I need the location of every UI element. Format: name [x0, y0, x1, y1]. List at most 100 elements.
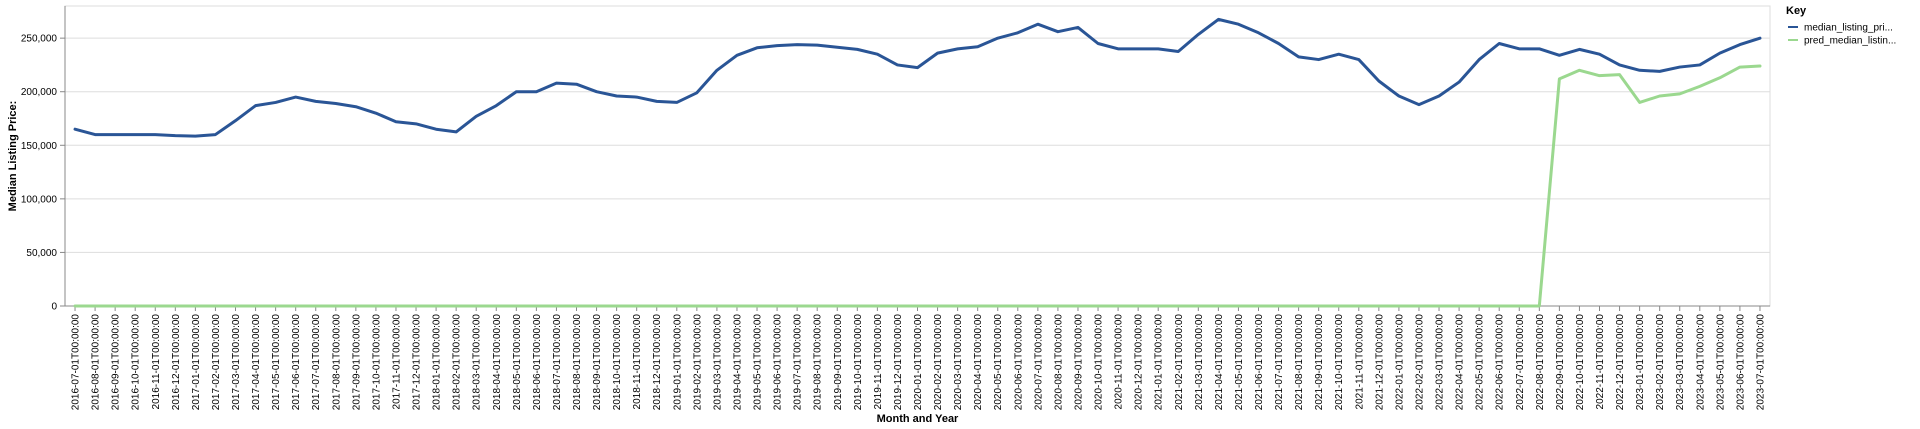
- x-tick-label: 2022-04-01T00:00:00: [1455, 314, 1466, 411]
- x-tick-label: 2021-12-01T00:00:00: [1374, 314, 1385, 411]
- x-tick-label: 2023-05-01T00:00:00: [1715, 314, 1726, 411]
- x-tick-label: 2017-02-01T00:00:00: [211, 314, 222, 411]
- y-tick-label: 100,000: [21, 194, 58, 205]
- x-tick-label: 2016-11-01T00:00:00: [151, 314, 162, 410]
- x-tick-label: 2019-04-01T00:00:00: [732, 314, 743, 411]
- x-tick-label: 2020-05-01T00:00:00: [993, 314, 1004, 411]
- x-tick-label: 2020-01-01T00:00:00: [913, 314, 924, 411]
- x-tick-label: 2022-06-01T00:00:00: [1495, 314, 1506, 411]
- x-tick-label: 2018-05-01T00:00:00: [512, 314, 523, 411]
- x-tick-label: 2020-02-01T00:00:00: [933, 314, 944, 411]
- x-tick-label: 2016-09-01T00:00:00: [111, 314, 122, 411]
- x-tick-label: 2023-02-01T00:00:00: [1655, 314, 1666, 411]
- x-tick-label: 2017-05-01T00:00:00: [271, 314, 282, 411]
- x-tick-label: 2018-06-01T00:00:00: [532, 314, 543, 411]
- x-tick-label: 2017-03-01T00:00:00: [231, 314, 242, 411]
- x-tick-label: 2018-12-01T00:00:00: [652, 314, 663, 411]
- x-tick-label: 2021-05-01T00:00:00: [1234, 314, 1245, 411]
- x-tick-label: 2016-08-01T00:00:00: [91, 314, 102, 411]
- plot-frame: [64, 5, 1771, 307]
- x-tick-label: 2019-03-01T00:00:00: [712, 314, 723, 411]
- x-tick-label: 2019-02-01T00:00:00: [692, 314, 703, 411]
- x-tick-label: 2018-11-01T00:00:00: [632, 314, 643, 410]
- x-tick-label: 2021-07-01T00:00:00: [1274, 314, 1285, 411]
- y-axis: 0 50,000 100,000 150,000 200,000 250,000: [21, 6, 66, 313]
- x-tick-label: 2019-12-01T00:00:00: [893, 314, 904, 411]
- x-tick-label: 2020-12-01T00:00:00: [1134, 314, 1145, 411]
- x-tick-label: 2017-01-01T00:00:00: [191, 314, 202, 411]
- x-tick-label: 2023-07-01T00:00:00: [1755, 314, 1766, 411]
- y-tick-label: 250,000: [21, 34, 58, 45]
- series-line: [73, 17, 1762, 138]
- legend-label: pred_median_listin...: [1804, 36, 1896, 47]
- x-tick-label: 2020-03-01T00:00:00: [953, 314, 964, 411]
- y-tick-label: 150,000: [21, 141, 58, 152]
- x-tick-label: 2020-11-01T00:00:00: [1114, 314, 1125, 410]
- x-tick-label: 2019-10-01T00:00:00: [853, 314, 864, 411]
- x-tick-label: 2017-12-01T00:00:00: [412, 314, 423, 411]
- x-tick-label: 2022-12-01T00:00:00: [1615, 314, 1626, 411]
- x-tick-label: 2022-09-01T00:00:00: [1555, 314, 1566, 411]
- x-tick-label: 2023-01-01T00:00:00: [1635, 314, 1646, 411]
- x-tick-label: 2022-05-01T00:00:00: [1475, 314, 1486, 411]
- x-tick-label: 2018-09-01T00:00:00: [592, 314, 603, 411]
- x-tick-label: 2021-11-01T00:00:00: [1354, 314, 1365, 410]
- x-tick-label: 2021-10-01T00:00:00: [1334, 314, 1345, 411]
- x-tick-label: 2017-10-01T00:00:00: [371, 314, 382, 411]
- x-tick-label: 2022-07-01T00:00:00: [1515, 314, 1526, 411]
- x-tick-label: 2022-03-01T00:00:00: [1435, 314, 1446, 411]
- x-tick-label: 2020-04-01T00:00:00: [973, 314, 984, 411]
- y-tick-label: 50,000: [26, 248, 57, 259]
- y-tick-label: 200,000: [21, 87, 58, 98]
- x-tick-label: 2017-06-01T00:00:00: [291, 314, 302, 411]
- x-tick-label: 2021-02-01T00:00:00: [1174, 314, 1185, 411]
- x-axis-title: Month and Year: [877, 413, 959, 425]
- x-tick-label: 2019-01-01T00:00:00: [672, 314, 683, 411]
- plot-area: [64, 5, 1771, 307]
- legend-title: Key: [1786, 5, 1807, 17]
- x-tick-label: 2019-09-01T00:00:00: [833, 314, 844, 411]
- legend: Key median_listing_pri... pred_median_lis…: [1786, 5, 1896, 47]
- x-tick-label: 2019-11-01T00:00:00: [873, 314, 884, 410]
- y-tick-label: 0: [51, 302, 57, 313]
- x-tick-label: 2019-06-01T00:00:00: [773, 314, 784, 411]
- x-tick-label: 2018-07-01T00:00:00: [552, 314, 563, 411]
- x-tick-label: 2021-03-01T00:00:00: [1194, 314, 1205, 411]
- x-tick-label: 2018-10-01T00:00:00: [612, 314, 623, 411]
- x-tick-label: 2022-01-01T00:00:00: [1394, 314, 1405, 411]
- x-tick-label: 2020-10-01T00:00:00: [1094, 314, 1105, 411]
- x-tick-label: 2018-08-01T00:00:00: [572, 314, 583, 411]
- x-tick-label: 2020-06-01T00:00:00: [1013, 314, 1024, 411]
- x-tick-label: 2017-04-01T00:00:00: [251, 314, 262, 411]
- x-tick-label: 2018-02-01T00:00:00: [452, 314, 463, 411]
- series-lines: [73, 17, 1762, 308]
- x-tick-label: 2023-03-01T00:00:00: [1675, 314, 1686, 411]
- x-tick-label: 2018-01-01T00:00:00: [432, 314, 443, 411]
- x-tick-label: 2018-04-01T00:00:00: [492, 314, 503, 411]
- x-tick-label: 2017-08-01T00:00:00: [331, 314, 342, 411]
- x-tick-label: 2022-08-01T00:00:00: [1535, 314, 1546, 411]
- x-tick-label: 2021-06-01T00:00:00: [1254, 314, 1265, 411]
- x-tick-label: 2019-07-01T00:00:00: [793, 314, 804, 411]
- x-tick-label: 2016-10-01T00:00:00: [131, 314, 142, 411]
- x-tick-label: 2021-08-01T00:00:00: [1294, 314, 1305, 411]
- y-gridlines: [65, 37, 1770, 307]
- x-tick-label: 2021-01-01T00:00:00: [1154, 314, 1165, 411]
- x-tick-label: 2017-07-01T00:00:00: [311, 314, 322, 411]
- x-tick-label: 2020-07-01T00:00:00: [1033, 314, 1044, 411]
- legend-label: median_listing_pri...: [1804, 23, 1893, 34]
- x-tick-label: 2020-08-01T00:00:00: [1053, 314, 1064, 411]
- y-axis-title: Median Listing Price:: [7, 101, 19, 212]
- x-tick-label: 2020-09-01T00:00:00: [1073, 314, 1084, 411]
- x-tick-label: 2022-10-01T00:00:00: [1575, 314, 1586, 411]
- x-tick-label: 2021-09-01T00:00:00: [1314, 314, 1325, 411]
- x-tick-label: 2023-06-01T00:00:00: [1735, 314, 1746, 411]
- x-axis: 2016-07-01T00:00:00 2016-08-01T00:00:00 20…: [65, 305, 1770, 411]
- x-tick-label: 2023-04-01T00:00:00: [1695, 314, 1706, 411]
- x-tick-label: 2017-09-01T00:00:00: [351, 314, 362, 411]
- series-line: [73, 64, 1762, 308]
- x-tick-label: 2016-07-01T00:00:00: [71, 314, 82, 411]
- x-tick-label: 2017-11-01T00:00:00: [391, 314, 402, 410]
- x-tick-label: 2022-02-01T00:00:00: [1414, 314, 1425, 411]
